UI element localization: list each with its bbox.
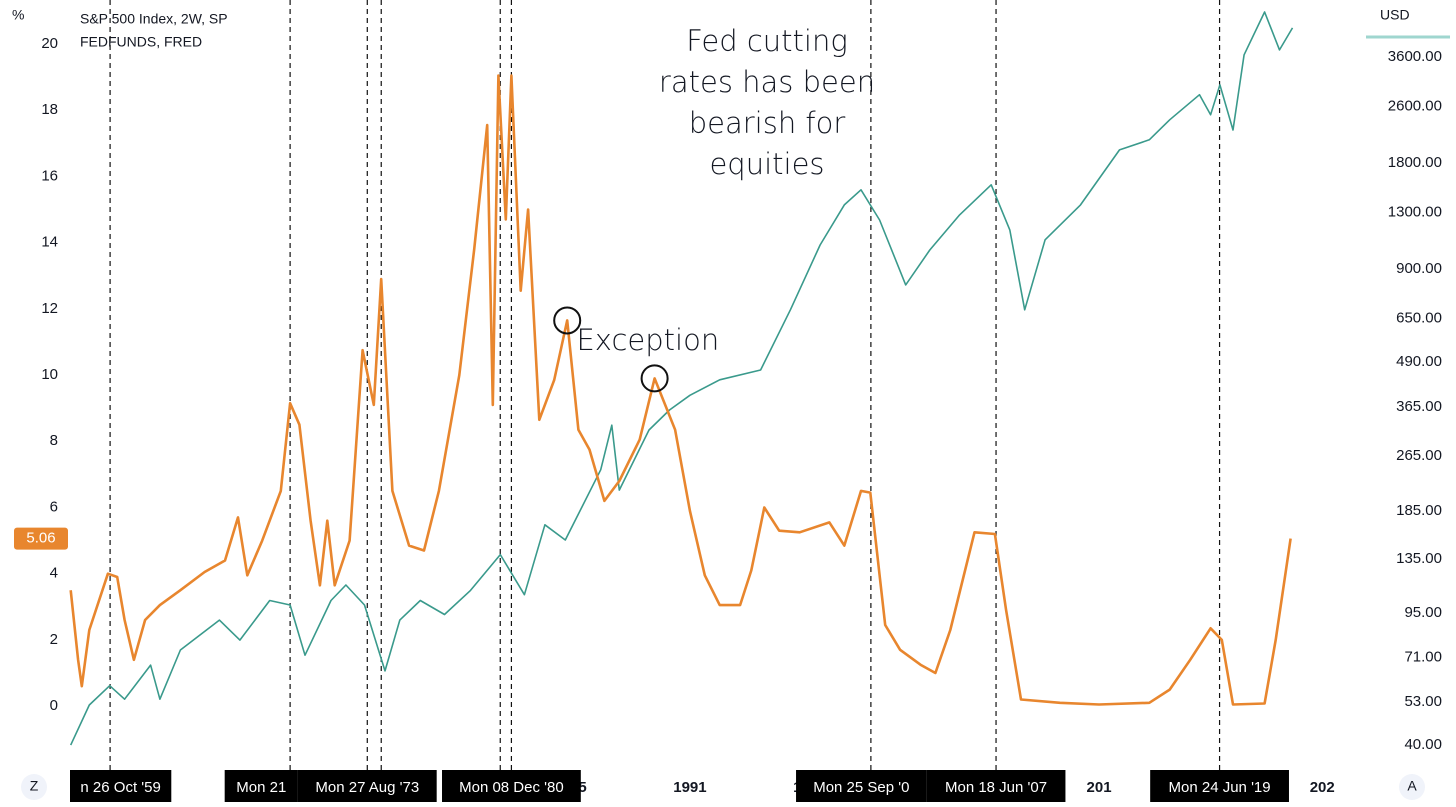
event-label-box	[796, 770, 927, 802]
y-tick-label: 4	[50, 565, 58, 582]
event-label-box	[1150, 770, 1289, 802]
y2-tick-label: 40.00	[1404, 736, 1442, 753]
event-label-box	[926, 770, 1066, 802]
currency-box	[1366, 0, 1450, 38]
last-value-label: 5.06	[26, 530, 55, 547]
event-label: Mon 18 Jun '07	[945, 779, 1047, 796]
button[interactable]	[1399, 774, 1425, 800]
y2-tick-label: 135.00	[1396, 550, 1442, 567]
y-tick-label: 0	[50, 697, 58, 714]
button-label[interactable]: A	[1407, 778, 1417, 794]
event-label-box	[297, 770, 437, 802]
y2-tick-label: 53.00	[1404, 693, 1442, 710]
event-label: n 26 Oct '59	[80, 779, 160, 796]
event-label: Mon 21	[236, 779, 286, 796]
x-tick-label: 1991	[673, 779, 706, 796]
highlight-circle	[553, 306, 582, 335]
y2-tick-label: 490.00	[1396, 353, 1442, 370]
highlight-circle	[640, 364, 669, 393]
chart-title: equities	[709, 147, 824, 181]
series-line	[69, 74, 1292, 706]
y2-tick-label: 71.00	[1404, 648, 1442, 665]
y-tick-label: 14	[41, 234, 58, 251]
y-tick-label: 16	[41, 167, 58, 184]
y2-tick-label: 650.00	[1396, 310, 1442, 327]
event-label-box	[224, 770, 298, 802]
y-tick-label: 2	[50, 631, 58, 648]
event-label-box	[442, 770, 581, 802]
chart-title: Fed cutting	[686, 24, 847, 58]
y2-tick-label: 365.00	[1396, 398, 1442, 415]
legend-entry: FEDFUNDS, FRED	[80, 34, 202, 50]
y-tick-label: 20	[41, 35, 58, 52]
chart-title: bearish for	[689, 106, 846, 140]
y-axis-label: %	[12, 7, 24, 23]
event-label: Mon 25 Sep '0	[813, 779, 909, 796]
y2-axis-label: USD	[1380, 7, 1410, 23]
y2-tick-label: 185.00	[1396, 502, 1442, 519]
y-tick-label: 12	[41, 300, 58, 317]
y2-tick-label: 1800.00	[1388, 154, 1442, 171]
last-value-badge	[14, 527, 68, 550]
y-tick-label: 8	[50, 432, 58, 449]
event-label: Mon 24 Jun '19	[1169, 779, 1271, 796]
event-label-box	[70, 770, 172, 802]
button[interactable]	[21, 774, 47, 800]
series-line	[69, 11, 1294, 746]
y2-tick-label: 265.00	[1396, 447, 1442, 464]
y2-tick-label: 2600.00	[1388, 98, 1442, 115]
y2-tick-label: 1300.00	[1388, 204, 1442, 221]
annotation: Exception	[576, 323, 719, 357]
legend-entry: S&P 500 Index, 2W, SP	[80, 11, 228, 27]
button-label[interactable]: Z	[30, 778, 39, 794]
x-tick-label: 201	[1087, 779, 1112, 796]
y-tick-label: 10	[41, 366, 58, 383]
y-tick-label: 6	[50, 498, 58, 515]
event-label: Mon 08 Dec '80	[459, 779, 564, 796]
y2-tick-label: 900.00	[1396, 260, 1442, 277]
y-tick-label: 18	[41, 101, 58, 118]
event-label: Mon 27 Aug '73	[315, 779, 419, 796]
chart-title: rates has been	[659, 65, 875, 99]
y2-tick-label: 3600.00	[1388, 48, 1442, 65]
y2-tick-label: 95.00	[1404, 604, 1442, 621]
x-tick-label: 202	[1310, 779, 1335, 796]
